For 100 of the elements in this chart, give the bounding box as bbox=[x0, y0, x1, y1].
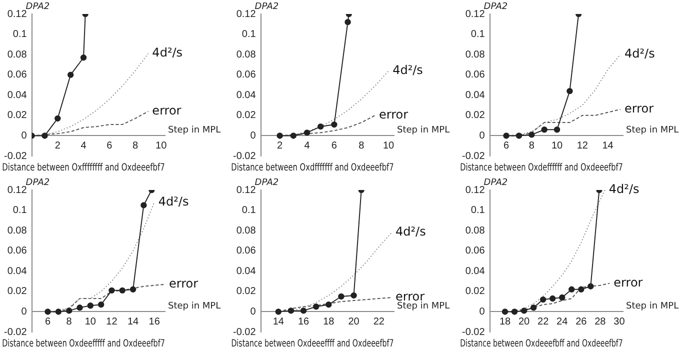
series-label: 4d²/s bbox=[608, 182, 640, 196]
y-tick-label: 0.06 bbox=[236, 70, 256, 81]
y-tick-label: 0.02 bbox=[236, 110, 256, 122]
x-tick-label: 16 bbox=[298, 316, 310, 328]
x-tick-label: 18 bbox=[323, 316, 335, 328]
x-tick-label: 18 bbox=[499, 316, 512, 328]
series-label: 4d²/s bbox=[152, 46, 183, 60]
series-label: 4d²/s bbox=[158, 194, 189, 208]
x-tick-label: 14 bbox=[602, 140, 614, 152]
x-tick-label: 22 bbox=[373, 316, 385, 328]
y-tick-label: -0.02 bbox=[4, 150, 28, 162]
text: Distance between Oxdfffffff and Oxdeeefbf7 bbox=[231, 162, 394, 174]
x-tick-label: 4 bbox=[304, 140, 310, 152]
y-tick-label: 0.06 bbox=[465, 70, 486, 81]
y-tick-label: 0.1 bbox=[242, 205, 256, 216]
point bbox=[288, 308, 294, 314]
y-tick-label: 0.02 bbox=[7, 286, 28, 298]
point bbox=[55, 308, 62, 315]
text: Distance between Oxdeeefbff and Oxdeeefbf7 bbox=[460, 338, 623, 350]
text: Distance between Oxdeefffff and Oxdeeefbf7 bbox=[2, 338, 165, 350]
x-tick-label: 20 bbox=[518, 316, 530, 328]
y-tick-label: 0.12 bbox=[465, 184, 486, 196]
series-label: error bbox=[169, 276, 198, 290]
x-axis-title: Step in MPL bbox=[168, 302, 221, 312]
y-tick-label: 0.12 bbox=[7, 184, 28, 196]
point bbox=[566, 88, 573, 94]
x-tick-label: 8 bbox=[66, 316, 72, 328]
x-axis-title: Step in MPL bbox=[397, 302, 450, 312]
y-tick-label: 0.04 bbox=[465, 266, 486, 277]
text: Distance between Oxffffffff and Oxdeeefbf7 bbox=[2, 162, 165, 174]
y-tick-label: 0.1 bbox=[12, 29, 28, 40]
y-tick-label: 0 bbox=[21, 306, 28, 318]
y-tick-label: -0.02 bbox=[462, 150, 486, 162]
y-axis-title: DPA2 bbox=[254, 178, 279, 188]
y-tick-label: 0.06 bbox=[7, 70, 28, 81]
y-tick-label: 0.1 bbox=[12, 205, 28, 216]
x-tick-label: 22 bbox=[538, 316, 550, 328]
point bbox=[528, 132, 535, 138]
series-label: error bbox=[378, 108, 408, 122]
y-tick-label: 0.08 bbox=[7, 49, 28, 60]
series-label: error bbox=[624, 101, 654, 116]
point bbox=[44, 308, 51, 315]
point bbox=[275, 308, 282, 315]
y-axis-title: DPA2 bbox=[26, 2, 50, 12]
series-label: 4d²/s bbox=[395, 224, 426, 239]
x-tick-label: 6 bbox=[504, 140, 510, 152]
x-axis-title: Step in MPL bbox=[168, 126, 221, 136]
x-tick-label: 10 bbox=[383, 140, 395, 152]
point bbox=[130, 286, 136, 292]
y-tick-label: 0.06 bbox=[465, 246, 486, 257]
x-tick-label: 8 bbox=[132, 140, 138, 152]
point bbox=[80, 54, 87, 61]
point bbox=[530, 304, 537, 311]
y-tick-label: 0.08 bbox=[236, 225, 256, 236]
y-tick-label: 0.06 bbox=[7, 246, 28, 257]
point bbox=[276, 132, 283, 139]
x-tick-label: 28 bbox=[594, 316, 606, 328]
y-axis-title: DPA2 bbox=[484, 178, 508, 188]
x-tick-label: 6 bbox=[331, 140, 338, 152]
y-tick-label: 0.04 bbox=[236, 90, 256, 101]
point bbox=[54, 115, 61, 122]
x-tick-label: 6 bbox=[44, 316, 51, 328]
text: Distance between Oxdeeeffff and Oxdeeefbf7 bbox=[231, 338, 394, 350]
y-tick-label: 0.02 bbox=[236, 286, 256, 298]
series-label: error bbox=[614, 275, 643, 290]
y-tick-label: 0.12 bbox=[236, 184, 256, 196]
y-tick-label: 0.04 bbox=[465, 90, 486, 101]
y-tick-label: 0 bbox=[250, 130, 256, 142]
point bbox=[87, 302, 94, 309]
y-tick-label: 0.08 bbox=[465, 225, 486, 236]
x-tick-label: 2 bbox=[54, 140, 61, 152]
x-tick-label: 12 bbox=[106, 316, 118, 328]
x-tick-label: 16 bbox=[148, 316, 160, 328]
y-tick-label: 0.1 bbox=[242, 29, 256, 40]
x-axis-title: Step in MPL bbox=[626, 126, 679, 136]
y-tick-label: 0 bbox=[479, 130, 486, 142]
x-tick-label: 6 bbox=[106, 140, 113, 152]
x-tick-label: 10 bbox=[84, 316, 96, 328]
x-tick-label: 10 bbox=[551, 140, 564, 152]
point bbox=[344, 19, 351, 26]
point bbox=[67, 72, 74, 78]
series-label: error bbox=[152, 103, 182, 118]
y-tick-label: 0.12 bbox=[236, 8, 256, 20]
y-tick-label: -0.02 bbox=[462, 326, 486, 338]
point bbox=[554, 126, 560, 133]
point bbox=[290, 132, 297, 139]
x-tick-label: 20 bbox=[348, 316, 360, 328]
point bbox=[119, 287, 126, 294]
y-tick-label: 0.08 bbox=[7, 225, 28, 236]
point bbox=[511, 308, 518, 315]
y-axis-title: DPA2 bbox=[26, 178, 50, 188]
x-tick-label: 24 bbox=[556, 316, 568, 328]
point bbox=[502, 308, 508, 315]
y-tick-label: 0.08 bbox=[236, 49, 256, 60]
point bbox=[66, 308, 72, 314]
point bbox=[578, 286, 584, 292]
x-tick-label: 12 bbox=[576, 140, 588, 152]
series-label: 4d²/s bbox=[392, 62, 423, 77]
x-tick-label: 10 bbox=[156, 140, 168, 152]
y-axis-title: DPA2 bbox=[254, 2, 279, 12]
